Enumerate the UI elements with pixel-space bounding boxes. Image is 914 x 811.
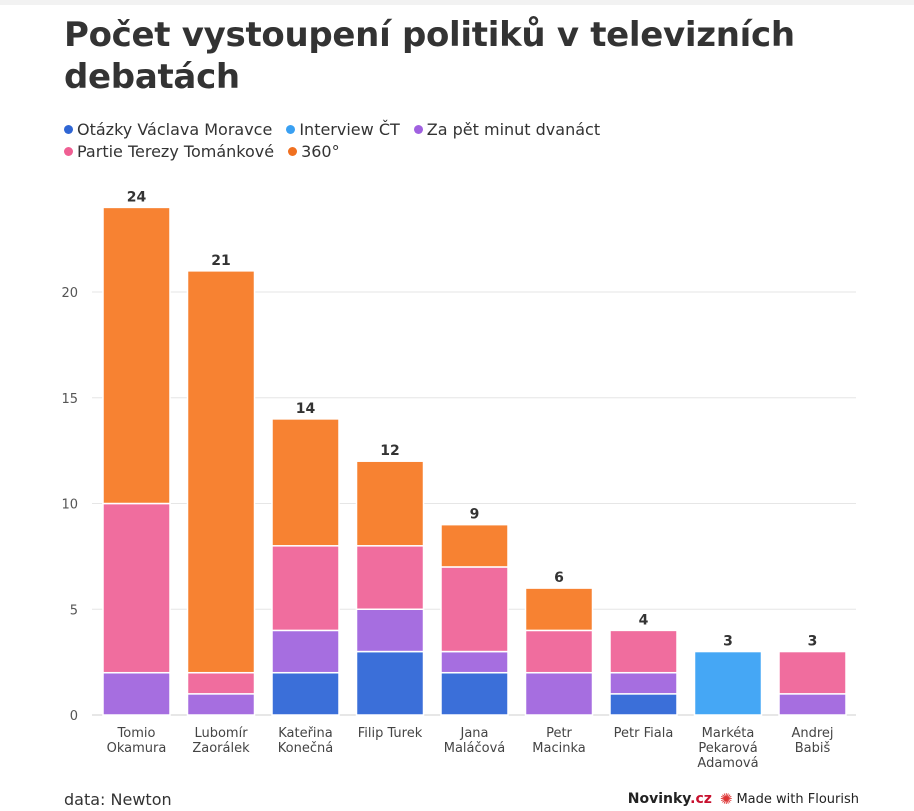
legend-item[interactable]: Otázky Václava Moravce [64, 120, 272, 139]
x-tick-label: Filip Turek [358, 726, 423, 741]
legend-item[interactable]: Partie Terezy Tománkové [64, 142, 274, 161]
legend-label: Partie Terezy Tománkové [77, 141, 275, 161]
legend-swatch [288, 146, 298, 156]
bar-segment [693, 650, 763, 716]
legend-item[interactable]: Interview ČT [286, 119, 400, 139]
legend-item[interactable]: 360° [288, 142, 340, 161]
flourish-label: Made with Flourish [736, 791, 859, 807]
bar-total-label: 24 [127, 189, 147, 205]
chart-legend: Otázky Václava Moravce Interview ČT Za pět… [64, 118, 864, 162]
x-tick-label: Macinka [532, 741, 585, 756]
legend-swatch [286, 124, 296, 134]
x-tick-label: Markéta [702, 726, 755, 741]
top-divider [0, 0, 914, 5]
x-tick-label: Andrej [791, 726, 833, 741]
bar-total-label: 21 [211, 253, 230, 269]
bar-total-label: 14 [296, 401, 316, 417]
legend-label: Za pět minut dvanáct [426, 119, 601, 139]
bar-total-label: 12 [380, 443, 399, 459]
brand-logo[interactable]: Novinky.cz [628, 791, 712, 807]
bar-segment [609, 629, 678, 674]
x-tick-label: Kateřina [278, 726, 333, 741]
bar-segment [186, 693, 256, 716]
bar-segment [271, 545, 340, 632]
x-tick-label: Tomio [117, 726, 156, 741]
y-tick-label: 20 [61, 286, 78, 301]
bar-segment [102, 671, 171, 716]
bar-segment [609, 693, 678, 716]
x-tick-label: Lubomír [194, 726, 248, 741]
x-tick-label: Jana [459, 726, 488, 741]
x-tick-label: Konečná [278, 741, 333, 756]
bar-segment [355, 608, 425, 653]
bar-segment [524, 629, 594, 674]
bar-total-label: 6 [554, 570, 564, 586]
bar-total-label: 4 [639, 612, 649, 628]
x-tick-label: Pekarová [698, 741, 757, 756]
legend-swatch [64, 124, 73, 134]
legend-row: Partie Terezy Tománkové 360° [64, 140, 864, 162]
x-tick-label: Adamová [697, 756, 758, 771]
legend-row: Otázky Václava Moravce Interview ČT Za pět… [64, 118, 864, 140]
bar-segment [440, 650, 509, 674]
data-source: data: Newton [64, 790, 172, 809]
x-tick-label: Maláčová [444, 741, 506, 756]
legend-label: Interview ČT [299, 119, 400, 139]
x-tick-label: Zaorálek [192, 741, 250, 756]
brand-name: Novinky [627, 791, 691, 807]
legend-swatch [413, 124, 423, 134]
bar-segment [440, 671, 509, 716]
y-tick-label: 5 [70, 603, 78, 618]
bar-segment [102, 502, 171, 674]
y-tick-label: 10 [61, 498, 78, 513]
legend-swatch [64, 146, 73, 156]
bar-segment [440, 523, 509, 568]
footer-credits: Novinky.cz ✺ Made with Flourish [628, 790, 859, 808]
y-tick-label: 0 [70, 709, 78, 724]
bar-segment [186, 671, 256, 695]
legend-item[interactable]: Za pět minut dvanáct [413, 119, 601, 139]
x-tick-label: Babiš [795, 741, 831, 756]
flourish-credit[interactable]: ✺ Made with Flourish [720, 790, 859, 808]
bar-segment [271, 418, 340, 547]
bar-segment [609, 671, 678, 695]
bar-segment [778, 650, 847, 695]
chart-title: Počet vystoupení politiků v televizních … [64, 15, 795, 97]
bar-total-label: 9 [470, 507, 480, 523]
bar-segment [524, 671, 594, 716]
bar-total-label: 3 [808, 634, 818, 650]
x-tick-label: Okamura [107, 741, 167, 756]
bar-segment [440, 566, 509, 653]
bar-total-label: 3 [723, 634, 733, 650]
bar-segment [102, 206, 171, 505]
bar-segment [271, 629, 340, 674]
legend-label: 360° [301, 141, 340, 161]
bar-segment [271, 671, 340, 716]
bar-segment [778, 693, 847, 716]
bar-segment [355, 460, 425, 547]
bar-segment [186, 270, 256, 674]
brand-suffix: .cz [690, 791, 712, 807]
bar-segment [524, 587, 594, 632]
legend-label: Otázky Václava Moravce [77, 119, 273, 139]
flourish-logo-icon: ✺ [719, 790, 733, 808]
x-tick-label: Petr Fiala [614, 726, 674, 741]
bar-segment [355, 545, 425, 610]
x-tick-label: Petr [546, 726, 572, 741]
bar-segment [355, 650, 425, 716]
y-tick-label: 15 [61, 392, 78, 407]
